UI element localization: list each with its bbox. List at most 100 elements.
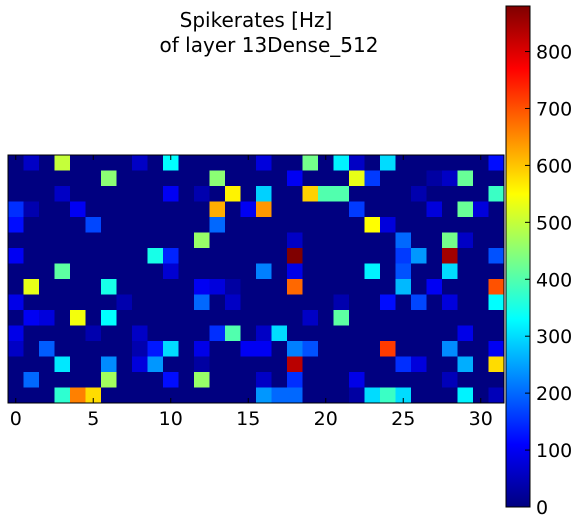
- heatmap-cell: [194, 294, 210, 311]
- heatmap-cell: [411, 186, 427, 202]
- heatmap-cell: [380, 325, 396, 342]
- heatmap-cell: [240, 201, 257, 218]
- heatmap-cell: [70, 155, 86, 171]
- heatmap-cell: [442, 356, 458, 373]
- heatmap-cell: [163, 217, 179, 233]
- heatmap-cell: [23, 372, 40, 388]
- heatmap-cell: [194, 356, 210, 373]
- heatmap-cell: [85, 341, 102, 357]
- heatmap-cell: [380, 248, 396, 264]
- heatmap-cell: [426, 170, 443, 187]
- heatmap-cell: [163, 325, 179, 342]
- heatmap-cell: [178, 170, 195, 187]
- heatmap-cell: [364, 310, 381, 326]
- heatmap-cell: [163, 263, 179, 280]
- heatmap-cell: [395, 387, 412, 404]
- heatmap-cell: [395, 263, 412, 280]
- heatmap-cell: [271, 279, 288, 295]
- heatmap-cell: [147, 186, 164, 202]
- heatmap-cell: [473, 372, 489, 388]
- heatmap-cell: [411, 294, 427, 311]
- heatmap-cell: [302, 387, 319, 404]
- heatmap-cell: [473, 186, 489, 202]
- heatmap-cell: [178, 248, 195, 264]
- heatmap-cell: [395, 201, 412, 218]
- heatmap-cell: [442, 387, 458, 404]
- heatmap-cell: [132, 217, 148, 233]
- heatmap-cell: [318, 279, 334, 295]
- heatmap-cell: [349, 201, 365, 218]
- heatmap-cell: [132, 170, 148, 187]
- heatmap-cell: [411, 279, 427, 295]
- heatmap-cell: [225, 186, 241, 202]
- heatmap-cell: [318, 356, 334, 373]
- heatmap-cell: [178, 279, 195, 295]
- heatmap-cell: [364, 341, 381, 357]
- heatmap-cell: [457, 356, 474, 373]
- heatmap-cell: [426, 217, 443, 233]
- heatmap-cell: [256, 341, 272, 357]
- heatmap-cell: [411, 232, 427, 249]
- heatmap-cell: [147, 372, 164, 388]
- heatmap-cell: [488, 248, 505, 264]
- heatmap-cell: [70, 310, 86, 326]
- heatmap-cell: [225, 279, 241, 295]
- heatmap-cell: [256, 217, 272, 233]
- heatmap-cell: [302, 263, 319, 280]
- heatmap-cell: [178, 387, 195, 404]
- heatmap-cell: [116, 294, 133, 311]
- heatmap-cell: [70, 170, 86, 187]
- heatmap-cell: [54, 186, 71, 202]
- heatmap-cell: [333, 248, 350, 264]
- heatmap-cell: [256, 387, 272, 404]
- heatmap-cell: [132, 341, 148, 357]
- heatmap-cell: [23, 356, 40, 373]
- heatmap-cell: [302, 170, 319, 187]
- heatmap-cell: [8, 186, 24, 202]
- heatmap-cell: [8, 372, 24, 388]
- heatmap-cell: [240, 294, 257, 311]
- heatmap-cell: [116, 279, 133, 295]
- heatmap-cell: [225, 217, 241, 233]
- heatmap-cell: [23, 186, 40, 202]
- heatmap-cell: [442, 232, 458, 249]
- heatmap-cell: [333, 186, 350, 202]
- heatmap-cell: [256, 372, 272, 388]
- heatmap-cell: [240, 263, 257, 280]
- heatmap-cell: [209, 356, 226, 373]
- heatmap-cell: [488, 186, 505, 202]
- heatmap-cell: [457, 170, 474, 187]
- heatmap-cell: [302, 217, 319, 233]
- heatmap-cell: [287, 201, 303, 218]
- heatmap-cell: [23, 170, 40, 187]
- heatmap-cell: [457, 248, 474, 264]
- heatmap-cell: [488, 341, 505, 357]
- heatmap-cell: [209, 232, 226, 249]
- heatmap-cell: [39, 372, 55, 388]
- heatmap-cell: [209, 248, 226, 264]
- heatmap-cell: [256, 294, 272, 311]
- heatmap-cell: [209, 372, 226, 388]
- heatmap-cell: [132, 356, 148, 373]
- heatmap-cell: [54, 356, 71, 373]
- heatmap-cell: [442, 201, 458, 218]
- heatmap-cell: [70, 186, 86, 202]
- x-tick-label: 20: [314, 408, 338, 430]
- heatmap-cell: [287, 232, 303, 249]
- heatmap-cell: [271, 310, 288, 326]
- heatmap-cell: [240, 372, 257, 388]
- heatmap-cell: [411, 248, 427, 264]
- heatmap-cell: [318, 372, 334, 388]
- heatmap-cell: [101, 186, 117, 202]
- heatmap-cell: [333, 155, 350, 171]
- x-tick-label: 25: [391, 408, 415, 430]
- heatmap-cell: [256, 155, 272, 171]
- heatmap-cell: [287, 170, 303, 187]
- heatmap-cell: [271, 356, 288, 373]
- heatmap-cell: [8, 170, 24, 187]
- heatmap-cell: [411, 325, 427, 342]
- heatmap-cell: [132, 248, 148, 264]
- colorbar-tick-label: 400: [536, 269, 572, 291]
- heatmap-cell: [194, 248, 210, 264]
- heatmap-cell: [85, 372, 102, 388]
